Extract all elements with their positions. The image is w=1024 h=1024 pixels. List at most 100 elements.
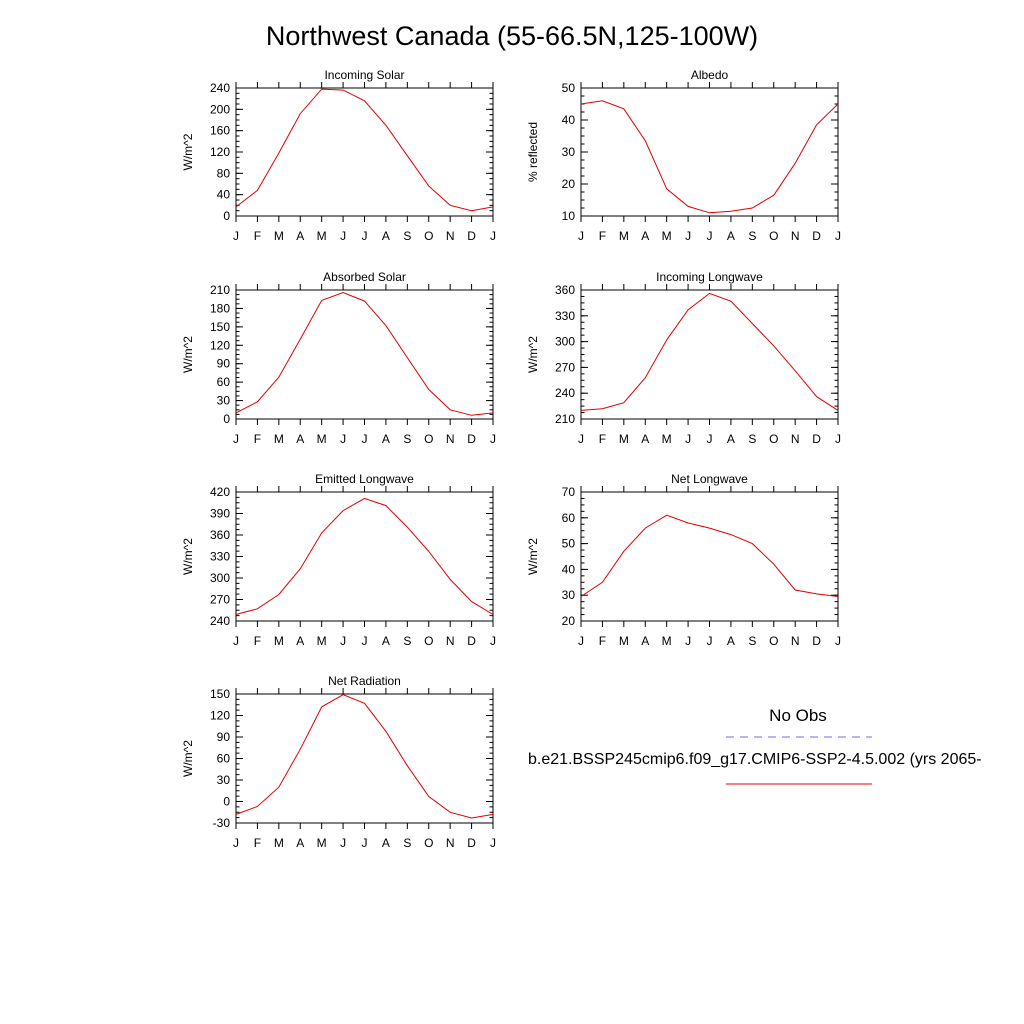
y-tick-label: 70: [562, 485, 576, 499]
plot-frame: [235, 693, 494, 824]
y-tick-label: 330: [555, 309, 575, 323]
plot-frame: [235, 289, 494, 420]
chart-title: Albedo: [691, 68, 729, 82]
plot-frame: [235, 87, 494, 217]
y-tick-label: -30: [213, 816, 231, 830]
x-tick-label: A: [382, 229, 390, 243]
y-tick-label: 240: [210, 614, 230, 628]
series-line: [580, 292, 839, 411]
x-tick-label: J: [233, 836, 239, 850]
x-tick-label: M: [274, 836, 284, 850]
y-tick-label: 30: [562, 588, 576, 602]
x-tick-label: M: [317, 229, 327, 243]
y-axis-label: W/m^2: [526, 336, 540, 373]
y-axis-label: W/m^2: [526, 538, 540, 575]
y-tick-label: 180: [210, 301, 230, 315]
x-tick-label: J: [685, 634, 691, 648]
y-tick-label: 80: [217, 166, 231, 180]
legend-case-label: b.e21.BSSP245cmip6.f09_g17.CMIP6-SSP2-4.…: [528, 751, 982, 768]
x-tick-label: A: [382, 634, 390, 648]
x-tick-label: J: [578, 634, 584, 648]
x-tick-label: S: [403, 836, 411, 850]
x-tick-label: A: [641, 634, 649, 648]
x-tick-label: N: [791, 634, 800, 648]
x-tick-label: O: [769, 432, 778, 446]
y-tick-label: 60: [217, 375, 231, 389]
y-tick-label: 150: [210, 320, 230, 334]
x-tick-label: A: [641, 432, 649, 446]
y-tick-label: 0: [223, 209, 230, 223]
series-line: [580, 100, 839, 214]
figure-title: Northwest Canada (55-66.5N,125-100W): [265, 21, 759, 51]
y-tick-label: 0: [223, 795, 230, 809]
x-tick-label: F: [599, 634, 606, 648]
x-tick-label: D: [467, 432, 476, 446]
plot-frame: [580, 289, 839, 420]
y-tick-label: 20: [562, 177, 576, 191]
x-tick-label: M: [619, 229, 629, 243]
legend-obs-label: No Obs: [769, 706, 827, 725]
x-tick-label: J: [340, 432, 346, 446]
x-tick-label: O: [424, 432, 433, 446]
plot-frame: [235, 491, 494, 622]
x-tick-label: S: [403, 432, 411, 446]
y-tick-label: 50: [562, 81, 576, 95]
y-tick-label: 300: [210, 571, 230, 585]
x-tick-label: J: [707, 432, 713, 446]
x-tick-label: A: [727, 634, 735, 648]
plot-frame: [580, 491, 839, 622]
x-tick-label: M: [274, 229, 284, 243]
series-line: [235, 88, 494, 212]
x-tick-label: A: [296, 836, 304, 850]
y-tick-label: 10: [562, 209, 576, 223]
y-axis-label: % reflected: [526, 122, 540, 182]
x-tick-label: A: [296, 229, 304, 243]
x-tick-label: F: [254, 432, 261, 446]
x-tick-label: N: [791, 229, 800, 243]
x-tick-label: J: [340, 229, 346, 243]
chart-title: Incoming Solar: [324, 68, 404, 82]
x-tick-label: J: [340, 836, 346, 850]
y-tick-label: 120: [210, 338, 230, 352]
y-axis-label: W/m^2: [181, 740, 195, 777]
x-tick-label: J: [490, 432, 496, 446]
x-tick-label: J: [362, 229, 368, 243]
x-tick-label: D: [467, 836, 476, 850]
x-tick-label: J: [362, 634, 368, 648]
y-tick-label: 420: [210, 485, 230, 499]
y-axis-label: W/m^2: [181, 336, 195, 373]
series-line: [235, 497, 494, 615]
x-tick-label: J: [362, 836, 368, 850]
x-tick-label: A: [382, 836, 390, 850]
x-tick-label: O: [769, 634, 778, 648]
x-tick-label: J: [707, 634, 713, 648]
y-tick-label: 200: [210, 102, 230, 116]
x-tick-label: N: [446, 229, 455, 243]
y-tick-label: 160: [210, 124, 230, 138]
x-tick-label: M: [317, 836, 327, 850]
x-tick-label: F: [599, 229, 606, 243]
chart-title: Net Longwave: [671, 472, 748, 486]
x-tick-label: M: [662, 432, 672, 446]
y-tick-label: 360: [555, 283, 575, 297]
series-line: [235, 291, 494, 416]
x-tick-label: J: [340, 634, 346, 648]
x-tick-label: N: [446, 634, 455, 648]
x-tick-label: J: [362, 432, 368, 446]
x-tick-label: N: [446, 432, 455, 446]
x-tick-label: J: [233, 634, 239, 648]
series-line: [235, 694, 494, 819]
y-tick-label: 20: [562, 614, 576, 628]
x-tick-label: M: [274, 634, 284, 648]
y-tick-label: 390: [210, 507, 230, 521]
x-tick-label: N: [791, 432, 800, 446]
x-tick-label: D: [812, 432, 821, 446]
x-tick-label: F: [254, 229, 261, 243]
y-tick-label: 240: [555, 386, 575, 400]
x-tick-label: N: [446, 836, 455, 850]
x-tick-label: M: [619, 634, 629, 648]
x-tick-label: O: [424, 634, 433, 648]
